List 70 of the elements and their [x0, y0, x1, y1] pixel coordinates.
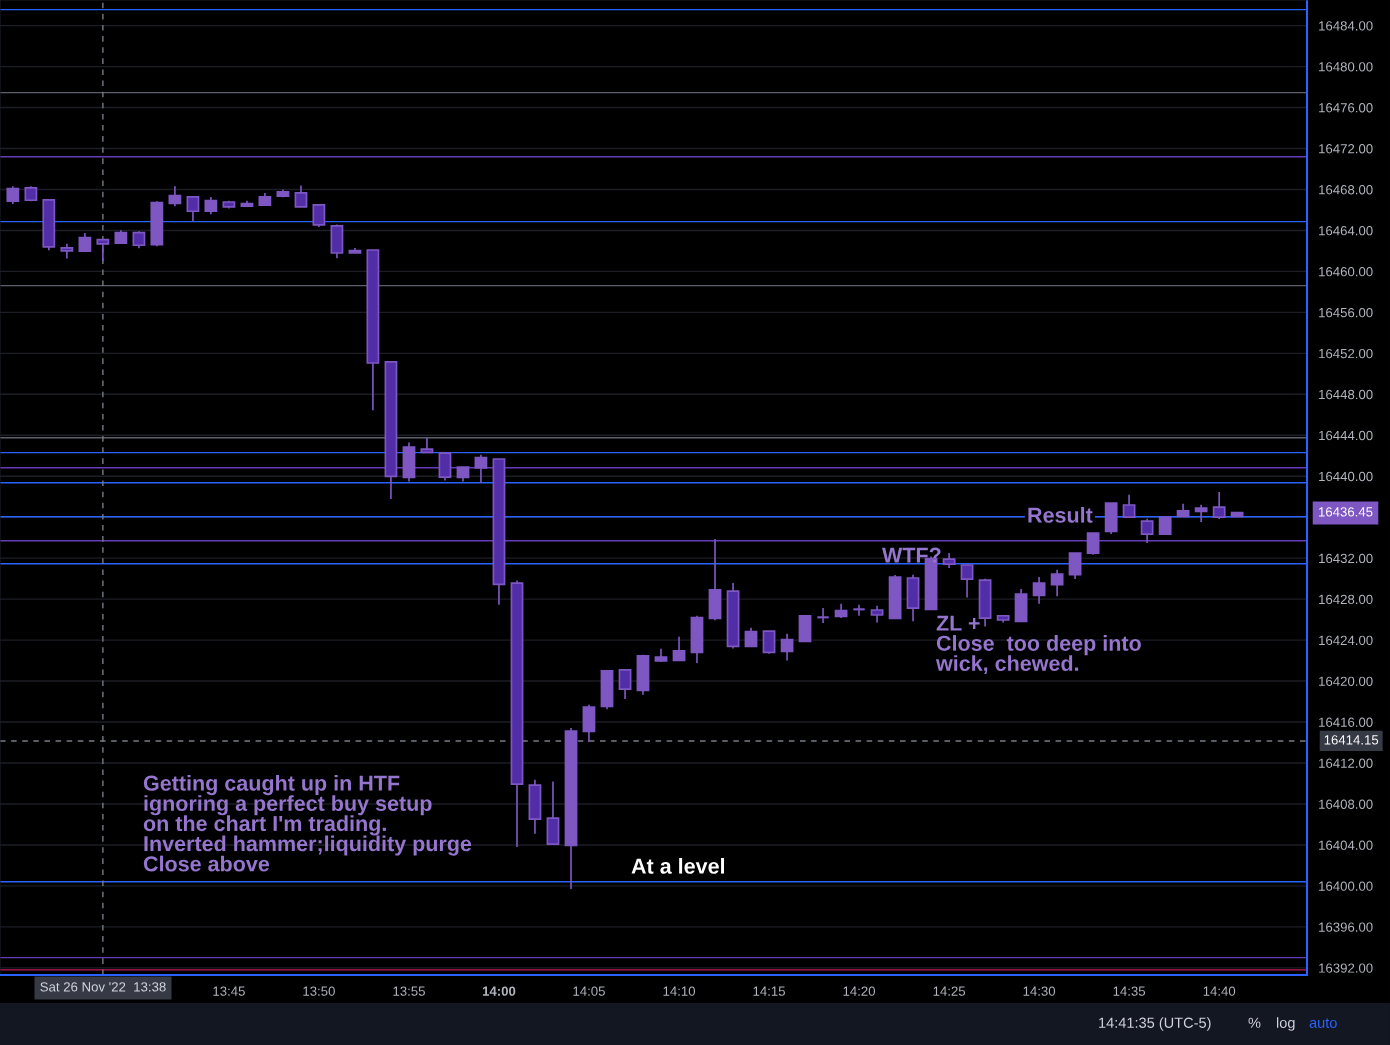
y-tick-label: 16408.00	[1319, 799, 1373, 809]
text: Sat 26 Nov '22 13:38	[40, 982, 166, 992]
candlestick	[744, 626, 758, 648]
candlestick	[780, 632, 794, 662]
annotation: ZL + Close too deep into wick, chewed.	[935, 615, 1141, 675]
candlestick	[960, 564, 974, 599]
candlestick	[438, 452, 452, 482]
y-tick-label: 16420.00	[1319, 676, 1373, 686]
candlestick	[1032, 576, 1046, 605]
candlestick	[1212, 491, 1226, 520]
candlestick	[312, 204, 326, 228]
candlestick	[78, 232, 92, 253]
y-tick-label: 16464.00	[1319, 226, 1373, 236]
y-tick-label: 16452.00	[1319, 348, 1373, 359]
candlestick	[816, 607, 830, 624]
x-tick-label: 14:25	[933, 986, 966, 996]
y-tick-label: 16444.00	[1319, 430, 1373, 441]
annotation: WTF?	[882, 547, 941, 563]
x-tick-label: 14:30	[1023, 986, 1056, 996]
annotation: At a level	[631, 857, 725, 874]
x-tick-label: 14:05	[573, 986, 605, 996]
candlestick	[672, 635, 686, 662]
y-tick-label: 16416.00	[1319, 717, 1373, 727]
candlestick	[1140, 517, 1154, 544]
y-tick-label: 16484.00	[1319, 21, 1373, 31]
y-tick-label: 16396.00	[1319, 922, 1373, 932]
y-tick-label: 16400.00	[1319, 881, 1373, 891]
y-tick-label: 16480.00	[1319, 62, 1373, 72]
y-tick-label: 16476.00	[1319, 103, 1373, 113]
candlestick	[1086, 532, 1100, 556]
candlestick	[474, 453, 488, 484]
text: 14:41:35 (UTC-5)	[1099, 1017, 1211, 1031]
x-tick-label: 13:55	[393, 986, 425, 996]
text: %	[1248, 1017, 1261, 1028]
x-tick-label: 14:10	[663, 986, 696, 996]
y-tick-label: 16432.00	[1319, 553, 1373, 564]
x-tick-label: 14:15	[753, 986, 785, 996]
ref-line-label: 16414.15	[1324, 735, 1379, 745]
y-tick-label: 16428.00	[1319, 594, 1373, 605]
candlestick	[762, 630, 776, 655]
x-tick-label: 14:35	[1113, 986, 1146, 996]
candlestick	[186, 196, 200, 223]
x-tick-label: 14:20	[843, 986, 876, 996]
y-tick-label: 16456.00	[1319, 307, 1373, 318]
x-tick-label: 13:45	[213, 986, 245, 996]
candlestick	[1068, 552, 1082, 580]
y-tick-label: 16412.00	[1319, 758, 1373, 768]
y-tick-label: 16448.00	[1319, 389, 1373, 400]
y-tick-label: 16472.00	[1319, 144, 1373, 154]
candlestick	[168, 185, 182, 208]
candlestick	[618, 668, 632, 700]
x-tick-label: 13:50	[303, 986, 335, 996]
candlestick	[852, 603, 866, 617]
x-tick-label: 14:40	[1203, 986, 1236, 996]
candlestick	[294, 184, 308, 208]
y-tick-label: 16460.00	[1319, 266, 1373, 277]
annotation: Getting caught up in HTF ignoring a perfect buy setup on the chart I'm trading. Inverted hammer;liquidity purge Close above	[143, 775, 472, 872]
text: 16436.45	[1319, 507, 1373, 517]
y-tick-label: 16392.00	[1319, 963, 1373, 973]
text: auto	[1309, 1018, 1337, 1028]
text: log	[1276, 1017, 1295, 1031]
annotation: Result	[1028, 506, 1093, 523]
candlestick	[96, 238, 110, 263]
y-tick-label: 16424.00	[1319, 635, 1373, 646]
y-tick-label: 16440.00	[1319, 471, 1373, 482]
x-tick-label: 14:00	[482, 986, 516, 996]
candlestick	[1050, 568, 1064, 598]
y-tick-label: 16404.00	[1319, 840, 1373, 850]
y-tick-label: 16468.00	[1319, 185, 1373, 195]
candlestick	[1122, 493, 1136, 518]
